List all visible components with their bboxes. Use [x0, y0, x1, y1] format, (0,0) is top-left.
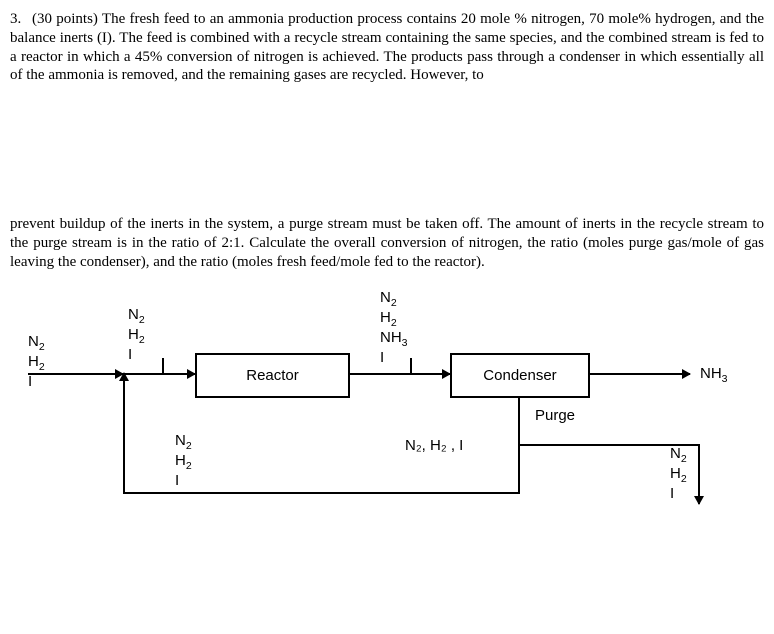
problem-para1-text: The fresh feed to an ammonia production … [10, 11, 764, 83]
reactor-block: Reactor [195, 353, 350, 398]
reactor-in-species: N2 H2 I [128, 306, 145, 363]
purge-down-arrow [698, 444, 700, 504]
feed-h: H [28, 353, 39, 370]
purge-i: I [670, 485, 674, 502]
condenser-down [518, 398, 520, 446]
feed-i: I [28, 373, 32, 390]
rout-n: N [380, 289, 391, 306]
problem-number: 3. [10, 10, 32, 29]
feed-species: N2 H2 I [28, 333, 45, 390]
product-arrow [590, 373, 690, 375]
problem-paragraph-1: 3.(30 points) The fresh feed to an ammon… [10, 10, 764, 85]
problem-paragraph-2: prevent buildup of the inerts in the sys… [10, 215, 764, 271]
reactor-out-tick [410, 358, 412, 375]
rin-h: H [128, 326, 139, 343]
reactor-in-arrow [123, 373, 195, 375]
rin-n: N [128, 306, 139, 323]
recycle-down [518, 444, 520, 492]
purge-out-species: N2 H2 I [670, 445, 687, 502]
rec-h: H [175, 452, 186, 469]
rec-n: N [175, 432, 186, 449]
flowsheet-diagram: Reactor Condenser N2 H2 I N2 H2 I N2 H2 … [10, 287, 750, 517]
purge-label: Purge [535, 407, 575, 424]
condenser-label: Condenser [483, 367, 556, 384]
purge-split-species: N₂, H₂ , I [405, 437, 463, 454]
condenser-block: Condenser [450, 353, 590, 398]
page-gap [10, 85, 764, 215]
prod-nh: NH [700, 365, 722, 382]
reactor-label: Reactor [246, 367, 299, 384]
problem-points: (30 points) [32, 11, 98, 27]
recycle-up-arrow [123, 373, 125, 494]
rout-nh: NH [380, 329, 402, 346]
recycle-species: N2 H2 I [175, 432, 192, 489]
rin-i: I [128, 346, 132, 363]
rec-i: I [175, 472, 179, 489]
product-species: NH3 [700, 365, 728, 385]
purge-n: N [670, 445, 681, 462]
purge-h: H [670, 465, 681, 482]
reactor-in-tick [162, 358, 164, 375]
rout-h: H [380, 309, 391, 326]
reactor-out-species: N2 H2 NH3 I [380, 289, 408, 366]
feed-n: N [28, 333, 39, 350]
problem-para2-text: prevent buildup of the inerts in the sys… [10, 216, 764, 270]
recycle-bottom [123, 492, 520, 494]
reactor-out-arrow [350, 373, 450, 375]
rout-i: I [380, 349, 384, 366]
